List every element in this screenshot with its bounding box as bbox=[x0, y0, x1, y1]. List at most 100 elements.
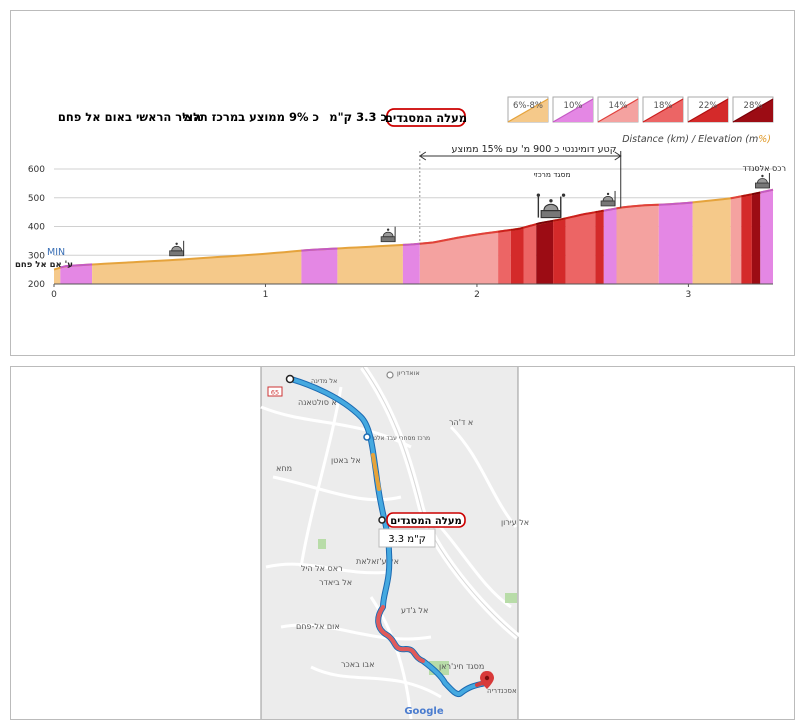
grade-segment bbox=[760, 189, 773, 284]
dominant-section-marker: קטע דומיננטי כ 900 מ' עם 15% ממוצע bbox=[418, 144, 622, 244]
route-map[interactable]: אל מדינה אואדריון א סולטאנה א ד'הר מרכז מסחר… bbox=[11, 367, 794, 719]
route-steep-section-red bbox=[376, 605, 425, 663]
profile-line-segment bbox=[510, 226, 524, 231]
grade-segment bbox=[301, 248, 338, 284]
map-place-label: מרכז מסחרי עבד אלטיף bbox=[368, 435, 430, 442]
map-place-label: אבו באכר bbox=[341, 660, 374, 669]
profile-line-group bbox=[53, 188, 774, 271]
map-place-label: אואדריון bbox=[397, 369, 420, 377]
road-number: 65 bbox=[271, 389, 279, 397]
park-area-2 bbox=[505, 593, 517, 603]
legend-label: 10% bbox=[564, 101, 583, 111]
route-badge[interactable]: מעלה המסגדים 3.3 ק"מ bbox=[378, 512, 466, 548]
profile-line-segment bbox=[741, 193, 753, 198]
min-label: MIN bbox=[47, 247, 65, 258]
dominant-section-note: קטע דומיננטי כ 900 מ' עם 15% ממוצע bbox=[452, 144, 617, 155]
waypoint-marker[interactable] bbox=[363, 433, 371, 441]
elevation-profile-chart: הציר הראשי באום אל פחם כ 9% ממוצע במרכז … bbox=[15, 96, 786, 300]
x-tick-label: 1 bbox=[263, 290, 269, 300]
grade-segment bbox=[603, 208, 617, 284]
highway-road-edge bbox=[362, 367, 519, 638]
headline-grade-text: כ 9% ממוצע במרכז תלול bbox=[182, 110, 319, 124]
mosque-marker-icon bbox=[380, 226, 396, 243]
map-place-label: א ד'הר bbox=[449, 418, 473, 427]
grade-segment bbox=[692, 198, 731, 284]
park-area bbox=[318, 539, 326, 549]
route-start-marker[interactable] bbox=[285, 374, 295, 384]
x-tick-label: 2 bbox=[474, 290, 480, 300]
start-label: ע' אם אל פחם bbox=[15, 260, 73, 270]
badge-length: 3.3 ק"מ bbox=[388, 534, 426, 545]
profile-line-segment bbox=[730, 195, 742, 200]
map-place-label: ראס אל היל bbox=[301, 564, 343, 573]
profile-line-segment bbox=[301, 247, 338, 252]
grade-segment bbox=[658, 202, 693, 284]
y-tick-label: 600 bbox=[28, 165, 45, 175]
badge-name: מעלה המסגדים bbox=[390, 516, 461, 527]
route-end-pin[interactable] bbox=[480, 671, 494, 689]
x-tick-label: 0 bbox=[51, 290, 57, 300]
road-number-shield: 65 bbox=[267, 386, 283, 397]
profile-line-segment bbox=[658, 201, 693, 206]
grade-segment bbox=[419, 231, 499, 284]
legend-label: 18% bbox=[654, 101, 673, 111]
badge-name-box bbox=[386, 512, 466, 528]
chart-axes: 0 1 2 3 200 300 400 500 600 bbox=[28, 165, 773, 300]
map-place-label: מסגד חינ'ראן bbox=[439, 662, 484, 671]
y-tick-label: 200 bbox=[28, 280, 45, 290]
mosque-label: מסגד מרכזי bbox=[533, 170, 570, 179]
legend-label: 14% bbox=[609, 101, 628, 111]
map-place-label: אל מדינה bbox=[311, 377, 337, 385]
grade-segment-fills bbox=[54, 189, 773, 284]
grade-segment bbox=[536, 220, 554, 284]
mosque-marker-icon bbox=[169, 240, 185, 257]
profile-line-segment bbox=[419, 230, 499, 245]
headline-name-box bbox=[386, 108, 466, 127]
y-tick-label: 300 bbox=[28, 251, 45, 261]
grade-segment bbox=[337, 244, 403, 284]
profile-line-segment bbox=[497, 228, 511, 233]
grade-segment bbox=[751, 192, 761, 284]
grade-segment bbox=[498, 229, 511, 284]
legend-label: 22% bbox=[699, 101, 718, 111]
legend-item: 6%-8% bbox=[507, 96, 549, 123]
map-place-label: אל ג'דע bbox=[401, 606, 428, 615]
headline-boxed-name: מעלה המסגדים bbox=[385, 111, 467, 125]
legend-swatch-line bbox=[552, 98, 594, 123]
legend-item: 28% bbox=[732, 96, 774, 123]
grade-segment bbox=[595, 210, 604, 284]
axis-caption: Distance (km) / Elevation (m%) bbox=[622, 134, 771, 145]
profile-line-segment bbox=[565, 211, 596, 220]
profile-line-segment bbox=[751, 191, 761, 196]
map-right-margin bbox=[518, 367, 794, 719]
map-place-label: אל ביאדר bbox=[319, 578, 352, 587]
map-place-label: אל עירון bbox=[501, 518, 529, 527]
mosque-marker-icon bbox=[755, 173, 770, 189]
legend-item: 18% bbox=[642, 96, 684, 123]
grade-segment bbox=[616, 204, 659, 284]
headline-route-text: הציר הראשי באום אל פחם bbox=[58, 110, 201, 124]
grade-segment bbox=[730, 196, 742, 284]
grade-segment bbox=[553, 218, 566, 284]
elevation-profile-panel: הציר הראשי באום אל פחם כ 9% ממוצע במרכז … bbox=[10, 10, 795, 356]
map-place-label: אסכנדריה bbox=[487, 687, 517, 695]
legend-swatch-line bbox=[507, 98, 549, 123]
mosque-marker-icon bbox=[536, 193, 566, 219]
y-tick-label: 400 bbox=[28, 223, 45, 233]
grade-legend: 6%-8% 10% 14% 18% 22% 28% bbox=[507, 96, 774, 123]
map-place-label: אום אל-פחם bbox=[296, 622, 340, 631]
route-map-panel: אל מדינה אואדריון א סולטאנה א ד'הר מרכז מסחר… bbox=[10, 366, 795, 720]
legend-swatch-line bbox=[597, 98, 639, 123]
legend-item: 14% bbox=[597, 96, 639, 123]
map-place-label: אל ע'זאלאת bbox=[356, 557, 399, 566]
legend-label: 28% bbox=[744, 101, 763, 111]
profile-line-segment bbox=[603, 207, 617, 212]
place-marker[interactable] bbox=[386, 371, 394, 379]
profile-line-segment bbox=[760, 188, 774, 194]
end-label: רכס אלסנדד bbox=[742, 164, 786, 173]
grade-segment bbox=[402, 243, 420, 284]
route-midpoint-marker[interactable] bbox=[378, 516, 386, 524]
legend-label: 6%-8% bbox=[513, 101, 543, 111]
grade-segment bbox=[54, 267, 61, 284]
profile-line-segment bbox=[535, 219, 554, 226]
